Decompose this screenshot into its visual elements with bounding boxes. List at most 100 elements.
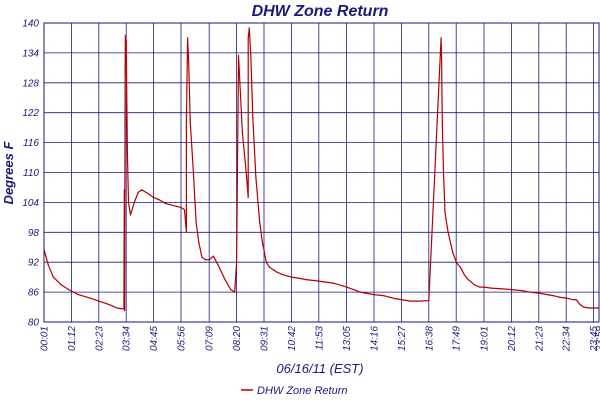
data-point [261, 237, 262, 238]
x-tick-label: 04:45 [149, 326, 160, 351]
data-point [460, 267, 461, 268]
data-point [580, 304, 581, 305]
data-point [141, 189, 142, 190]
data-point [255, 177, 256, 178]
y-tick-label: 104 [22, 198, 39, 209]
data-point [576, 299, 577, 300]
data-point [452, 252, 453, 253]
data-point [184, 209, 185, 210]
data-point [205, 259, 206, 260]
data-point [410, 301, 411, 302]
data-point [417, 301, 418, 302]
data-point [589, 307, 590, 308]
data-point [238, 55, 239, 56]
y-tick-label: 80 [28, 318, 40, 329]
data-point [572, 299, 573, 300]
data-point [441, 37, 442, 38]
data-point [318, 281, 319, 282]
data-point [529, 292, 530, 293]
data-point [249, 27, 250, 28]
series-line [44, 28, 599, 311]
x-tick-label: 15:27 [397, 326, 408, 351]
data-point [188, 62, 189, 63]
data-point [498, 288, 499, 289]
data-point [248, 197, 249, 198]
data-point [53, 277, 54, 278]
data-point [269, 267, 270, 268]
data-point [234, 292, 235, 293]
data-point [193, 172, 194, 173]
data-point [248, 37, 249, 38]
data-point [213, 256, 214, 257]
data-point [473, 284, 474, 285]
data-point [209, 259, 210, 260]
data-point [252, 117, 253, 118]
x-tick-label: 02:23 [94, 326, 105, 351]
data-point [511, 289, 512, 290]
x-tick-label: 17:49 [452, 326, 463, 351]
data-point [401, 299, 402, 300]
x-tick-label: 19:01 [479, 326, 490, 351]
x-tick-label: 23:59 [595, 326, 600, 352]
y-axis-label: Degrees F [1, 141, 16, 205]
x-tick-label: 05:56 [177, 326, 188, 351]
data-point [394, 298, 395, 299]
x-tick-label: 08:20 [232, 326, 243, 351]
data-point [522, 290, 523, 291]
y-tick-label: 110 [23, 168, 39, 179]
data-point [558, 297, 559, 298]
data-point [441, 52, 442, 53]
x-tick-label: 07:09 [205, 326, 216, 351]
data-point [126, 82, 127, 83]
legend-label: DHW Zone Return [257, 385, 347, 397]
series-0 [43, 27, 599, 311]
y-tick-label: 98 [28, 228, 40, 239]
x-tick-label: 09:31 [259, 326, 270, 351]
data-point [180, 207, 181, 208]
data-point [176, 206, 177, 207]
data-point [306, 279, 307, 280]
data-point [442, 122, 443, 123]
data-point [456, 262, 457, 263]
data-point [224, 279, 225, 280]
data-point [373, 294, 374, 295]
data-point [201, 257, 202, 258]
data-point [448, 232, 449, 233]
x-tick-label: 03:34 [122, 326, 133, 351]
x-tick-label: 16:38 [424, 326, 435, 351]
data-point [491, 288, 492, 289]
data-point [246, 172, 247, 173]
data-point [78, 294, 79, 295]
data-point [259, 222, 260, 223]
data-point [593, 307, 594, 308]
x-tick-label: 11:53 [314, 326, 325, 351]
y-tick-label: 128 [22, 78, 39, 89]
data-point [443, 172, 444, 173]
data-point [116, 307, 117, 308]
data-point [263, 249, 264, 250]
y-tick-label: 86 [28, 288, 40, 299]
data-point [134, 202, 135, 203]
legend: DHW Zone Return [241, 385, 347, 397]
data-point [553, 295, 554, 296]
data-point [236, 262, 237, 263]
data-point [428, 300, 429, 301]
x-axis-label: 06/16/11 (EST) [276, 361, 363, 376]
data-point [583, 307, 584, 308]
y-tick-label: 134 [22, 48, 39, 59]
data-point [125, 72, 126, 73]
data-point [547, 294, 548, 295]
data-point [346, 287, 347, 288]
data-point [266, 262, 267, 263]
data-point [186, 232, 187, 233]
data-point [479, 287, 480, 288]
y-tick-label: 92 [28, 258, 40, 269]
data-point [388, 297, 389, 298]
data-point [333, 283, 334, 284]
data-point [464, 274, 465, 275]
data-point [153, 197, 154, 198]
data-point [124, 189, 125, 190]
data-point [128, 202, 129, 203]
